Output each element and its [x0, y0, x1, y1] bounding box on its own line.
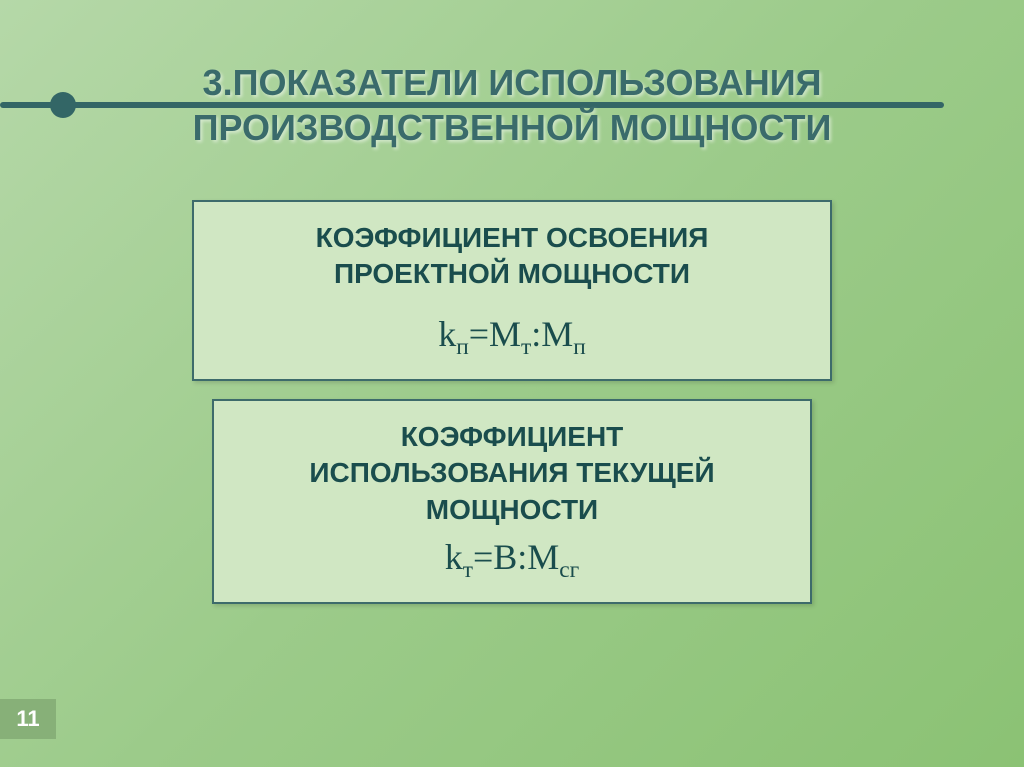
formula-k: k [438, 314, 456, 354]
formula2-eq: =В:М [473, 537, 559, 577]
box2-formula: kт=В:Мсг [244, 536, 780, 584]
title-area: 3.ПОКАЗАТЕЛИ ИСПОЛЬЗОВАНИЯ ПРОИЗВОДСТВЕН… [40, 60, 984, 150]
formula2-sub-sg: сг [559, 557, 579, 583]
box2-heading: КОЭФФИЦИЕНТ ИСПОЛЬЗОВАНИЯ ТЕКУЩЕЙ МОЩНОС… [244, 419, 780, 528]
formula-sub-t: т [521, 334, 531, 360]
formula2-k: k [445, 537, 463, 577]
box2-heading-line1: КОЭФФИЦИЕНТ [401, 421, 624, 452]
formula-sub-p2: п [573, 334, 586, 360]
content-area: КОЭФФИЦИЕНТ ОСВОЕНИЯ ПРОЕКТНОЙ МОЩНОСТИ … [40, 200, 984, 604]
page-number: 11 [16, 706, 39, 732]
box1-heading-line2: ПРОЕКТНОЙ МОЩНОСТИ [334, 258, 690, 289]
formula-eq-m1: =М [469, 314, 521, 354]
slide-title: 3.ПОКАЗАТЕЛИ ИСПОЛЬЗОВАНИЯ ПРОИЗВОДСТВЕН… [40, 60, 984, 150]
title-line-2: ПРОИЗВОДСТВЕННОЙ МОЩНОСТИ [193, 107, 832, 148]
formula-sep-m: :М [531, 314, 573, 354]
title-line-1: 3.ПОКАЗАТЕЛИ ИСПОЛЬЗОВАНИЯ [203, 62, 822, 103]
slide-container: 3.ПОКАЗАТЕЛИ ИСПОЛЬЗОВАНИЯ ПРОИЗВОДСТВЕН… [0, 0, 1024, 767]
page-number-box: 11 [0, 699, 56, 739]
formula2-sub-t: т [463, 557, 473, 583]
formula-box-1: КОЭФФИЦИЕНТ ОСВОЕНИЯ ПРОЕКТНОЙ МОЩНОСТИ … [192, 200, 832, 381]
box2-heading-line2: ИСПОЛЬЗОВАНИЯ ТЕКУЩЕЙ [309, 457, 714, 488]
box2-heading-line3: МОЩНОСТИ [426, 494, 598, 525]
formula-box-2: КОЭФФИЦИЕНТ ИСПОЛЬЗОВАНИЯ ТЕКУЩЕЙ МОЩНОС… [212, 399, 812, 604]
box1-heading: КОЭФФИЦИЕНТ ОСВОЕНИЯ ПРОЕКТНОЙ МОЩНОСТИ [224, 220, 800, 293]
formula-sub-p1: п [456, 334, 469, 360]
box1-formula: kп=Мт:Мп [224, 313, 800, 361]
box1-heading-line1: КОЭФФИЦИЕНТ ОСВОЕНИЯ [316, 222, 709, 253]
